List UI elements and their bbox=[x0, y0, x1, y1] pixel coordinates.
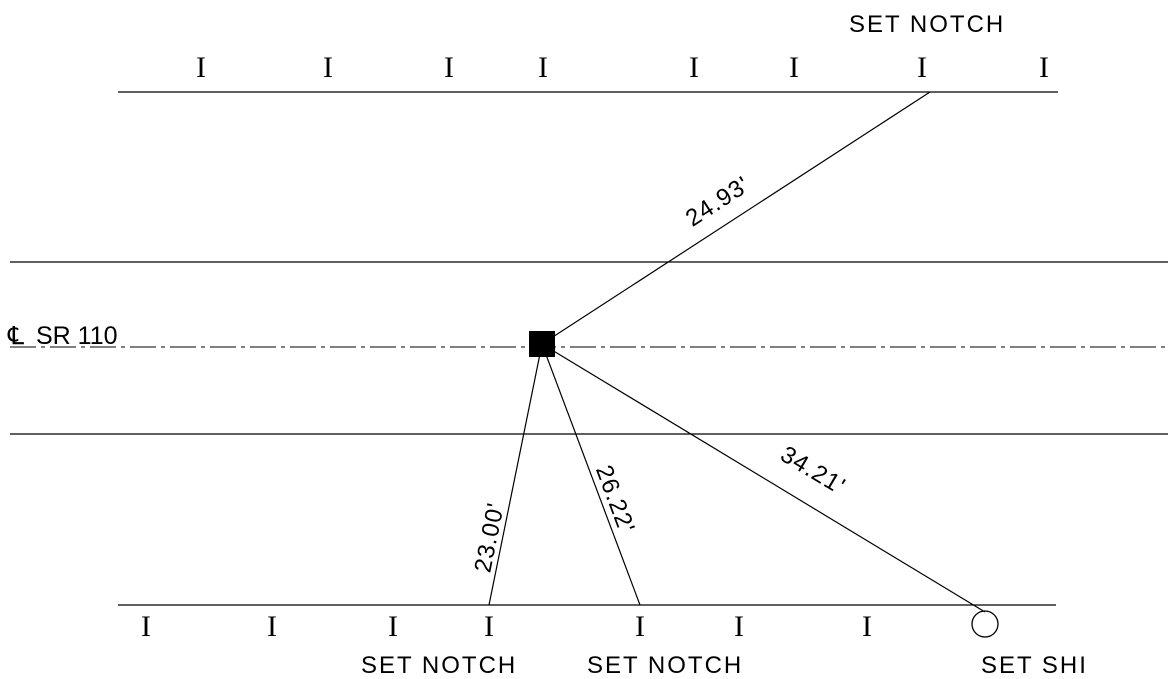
tick-mark: I bbox=[444, 51, 454, 84]
tick-mark: I bbox=[388, 610, 398, 643]
tick-mark: I bbox=[689, 51, 699, 84]
distance-label-top: 24.93' bbox=[681, 171, 755, 232]
tick-mark: I bbox=[196, 51, 206, 84]
tick-mark: I bbox=[635, 610, 645, 643]
label-set-notch-bottom-1: SET NOTCH bbox=[361, 652, 517, 679]
tick-mark: I bbox=[141, 610, 151, 643]
label-set-notch-bottom-2: SET NOTCH bbox=[587, 652, 743, 679]
tick-mark: I bbox=[538, 51, 548, 84]
tick-mark: I bbox=[1039, 51, 1049, 84]
distance-label-bottom-left: 23.00' bbox=[469, 500, 510, 575]
distance-label-bottom-mid: 26.22' bbox=[590, 462, 640, 538]
control-point-marker bbox=[529, 331, 555, 357]
tie-line-bottom-mid bbox=[541, 343, 641, 606]
tie-line-bottom-right bbox=[541, 343, 986, 613]
label-set-notch-top: SET NOTCH bbox=[849, 11, 1005, 38]
tick-mark: I bbox=[862, 610, 872, 643]
tick-mark: I bbox=[917, 51, 927, 84]
tie-line-top bbox=[541, 91, 931, 345]
shi-marker-circle bbox=[971, 610, 999, 638]
label-set-shi: SET SHI bbox=[981, 652, 1088, 679]
tick-mark: I bbox=[323, 51, 333, 84]
tie-line-bottom-left bbox=[488, 343, 543, 606]
tick-mark: I bbox=[734, 610, 744, 643]
centerline-symbol: ℄ bbox=[7, 322, 24, 350]
tick-mark: I bbox=[484, 610, 494, 643]
tick-mark: I bbox=[267, 610, 277, 643]
tick-mark: I bbox=[789, 51, 799, 84]
centerline-route-label: SR 110 bbox=[36, 322, 118, 350]
